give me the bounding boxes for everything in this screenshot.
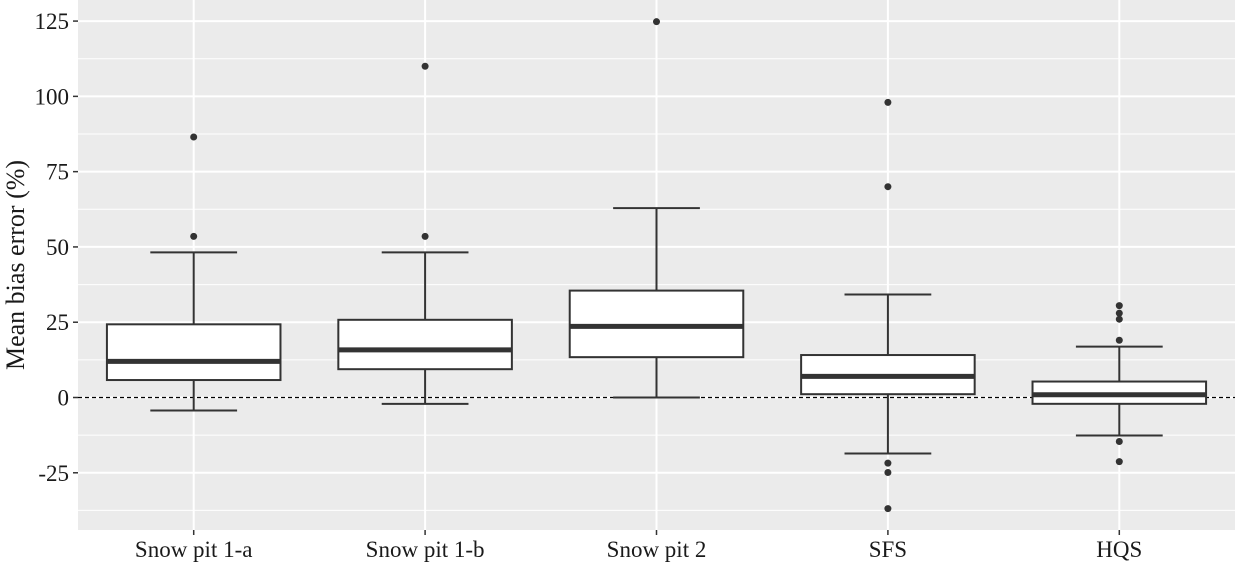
outlier-point xyxy=(190,232,198,240)
x-tick-label: SFS xyxy=(869,537,907,562)
outlier-point xyxy=(1115,309,1123,317)
y-axis-title: Mean bias error (%) xyxy=(1,160,30,370)
y-tick-label: -25 xyxy=(38,461,69,486)
outlier-point xyxy=(1115,302,1123,310)
outlier-point xyxy=(884,183,892,191)
box-group xyxy=(800,98,976,513)
box-group xyxy=(1031,302,1208,466)
outlier-point xyxy=(884,98,892,106)
y-tick-label: 25 xyxy=(46,310,69,335)
box-iqr xyxy=(105,323,282,382)
box-iqr xyxy=(568,289,745,359)
outlier-point xyxy=(653,18,660,26)
x-tick-label: Snow pit 2 xyxy=(607,537,707,562)
box-series xyxy=(105,18,1208,513)
x-tick-label: HQS xyxy=(1096,537,1142,562)
outlier-point xyxy=(190,133,198,141)
y-tick-label: 0 xyxy=(58,386,70,411)
box-group xyxy=(568,18,745,399)
box-group xyxy=(105,133,282,412)
outlier-point xyxy=(421,62,429,70)
y-axis-tick-labels: -25 0 25 50 75 100 125 xyxy=(35,9,78,486)
y-tick-label: 50 xyxy=(46,235,69,260)
outlier-point xyxy=(884,459,892,467)
outlier-point xyxy=(884,505,892,513)
x-tick-label: Snow pit 1-b xyxy=(366,537,485,562)
outlier-point xyxy=(1115,315,1123,323)
y-tick-label: 75 xyxy=(46,160,69,185)
box-iqr xyxy=(337,318,513,371)
outlier-point xyxy=(421,232,429,240)
outlier-point xyxy=(1115,437,1123,445)
x-tick-label: Snow pit 1-a xyxy=(135,537,253,562)
y-tick-label: 125 xyxy=(35,9,70,34)
outlier-point xyxy=(1115,336,1123,344)
box-group xyxy=(337,62,513,405)
outlier-point xyxy=(884,468,892,476)
x-axis-tick-labels: Snow pit 1-a Snow pit 1-b Snow pit 2 SFS HQS xyxy=(135,530,1142,562)
outlier-point xyxy=(1115,458,1123,466)
y-tick-label: 100 xyxy=(35,84,70,109)
